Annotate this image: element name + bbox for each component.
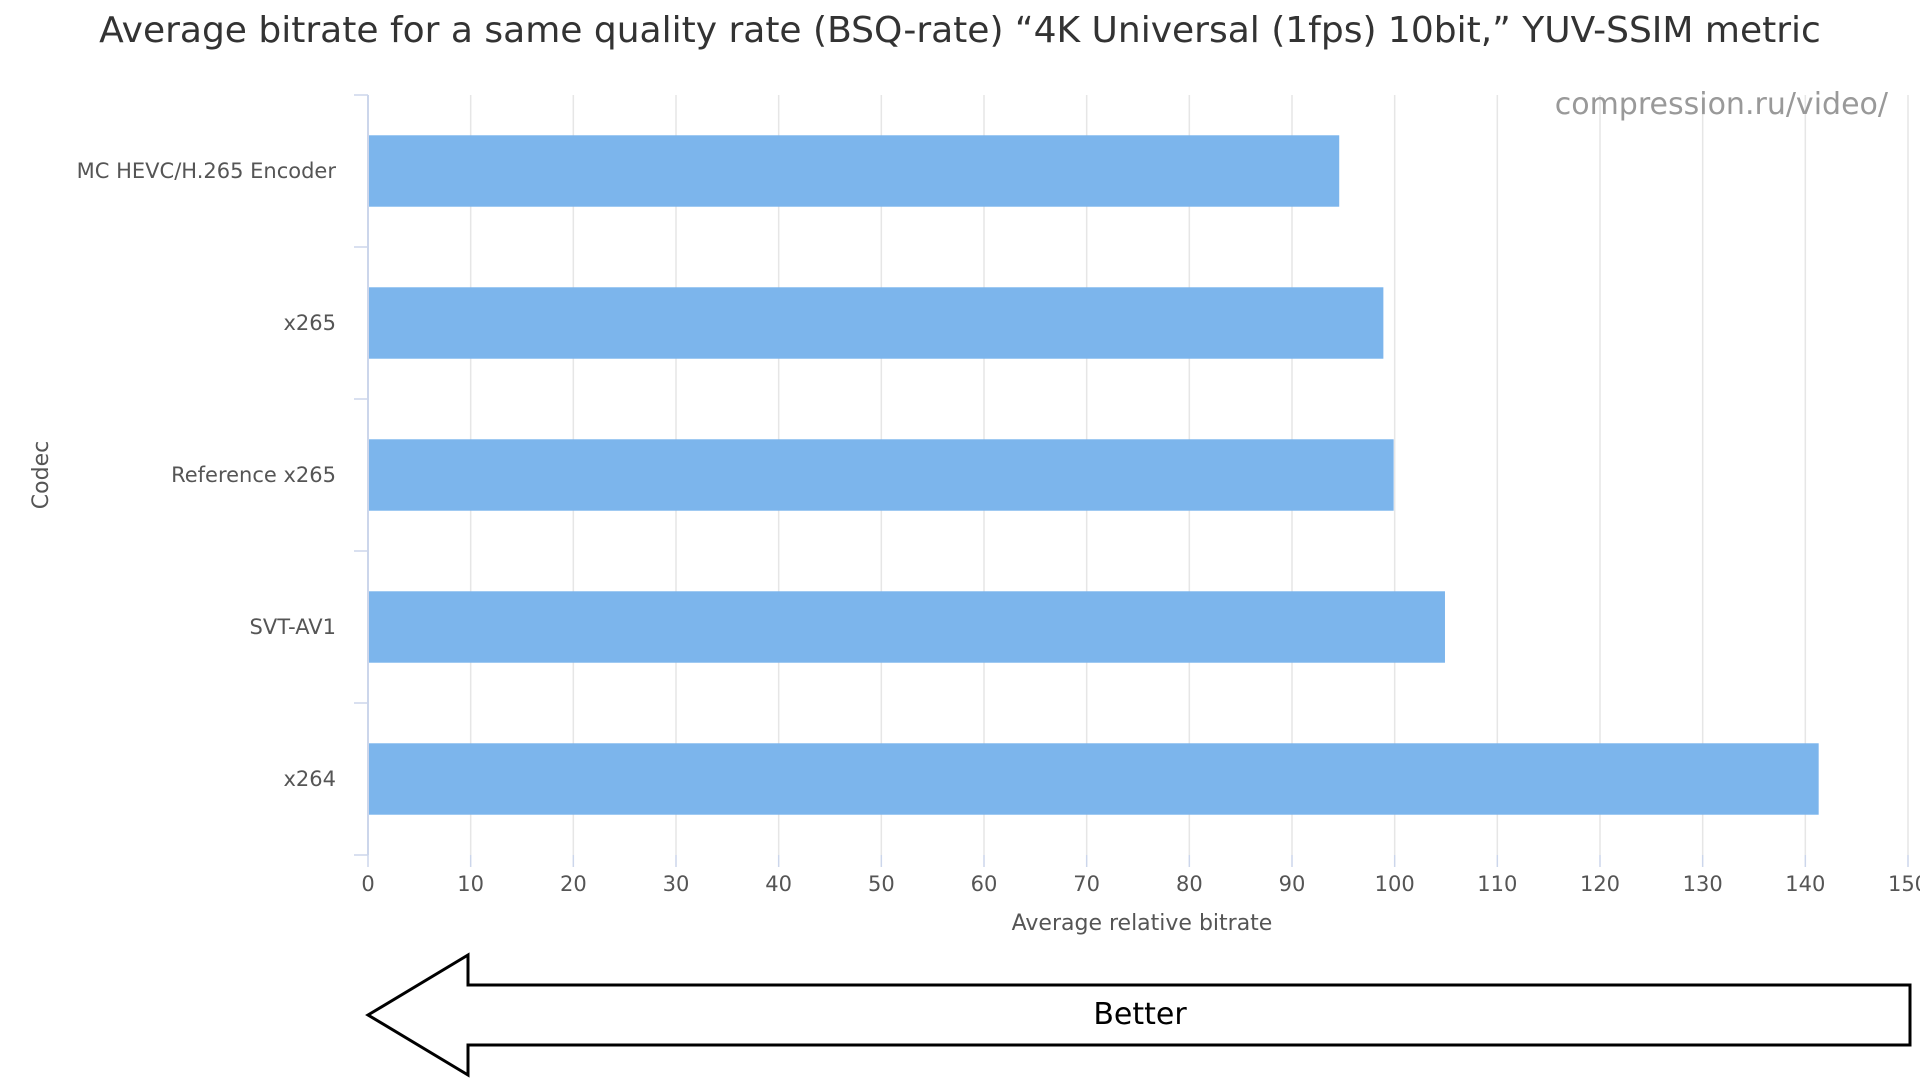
x-tick-label: 110 [1477, 872, 1517, 896]
x-tick-label: 10 [457, 872, 484, 896]
x-tick-label: 90 [1279, 872, 1306, 896]
x-tick-label: 60 [971, 872, 998, 896]
category-label: x265 [283, 311, 336, 335]
category-labels: MC HEVC/H.265 Encoder x265 Reference x265 S… [77, 159, 337, 791]
bars [369, 135, 1819, 815]
bar [369, 591, 1445, 663]
x-tick-label: 120 [1580, 872, 1620, 896]
bar [369, 287, 1384, 359]
x-tick-label: 30 [663, 872, 690, 896]
y-axis-title: Codec [29, 441, 54, 509]
chart-title: Average bitrate for a same quality rate … [99, 10, 1821, 51]
x-tick-labels: 0 10 20 30 40 50 60 70 80 90 100 110 120 130 140 150 [361, 872, 1920, 896]
x-tick-label: 130 [1683, 872, 1723, 896]
x-tick-label: 80 [1176, 872, 1203, 896]
x-tick-label: 150 [1888, 872, 1920, 896]
bar [369, 439, 1394, 511]
category-label: x264 [283, 767, 336, 791]
x-tick-label: 100 [1375, 872, 1415, 896]
bar [369, 743, 1819, 815]
left-arrow-icon [365, 952, 1912, 1078]
x-tick-label: 40 [765, 872, 792, 896]
x-tick-label: 140 [1785, 872, 1825, 896]
bar [369, 135, 1340, 207]
arrow-label: Better [1093, 997, 1187, 1032]
category-label: Reference x265 [171, 463, 336, 487]
category-label: MC HEVC/H.265 Encoder [77, 159, 337, 183]
better-arrow: Better [365, 952, 1912, 1078]
grid-lines [469, 95, 1909, 855]
x-tick-label: 50 [868, 872, 895, 896]
x-tick-label: 70 [1073, 872, 1100, 896]
credit-text: compression.ru/video/ [1555, 87, 1889, 122]
axes [354, 94, 1909, 867]
category-label: SVT-AV1 [250, 615, 336, 639]
x-tick-label: 0 [361, 872, 374, 896]
x-axis-title: Average relative bitrate [1012, 911, 1273, 936]
x-tick-label: 20 [560, 872, 587, 896]
